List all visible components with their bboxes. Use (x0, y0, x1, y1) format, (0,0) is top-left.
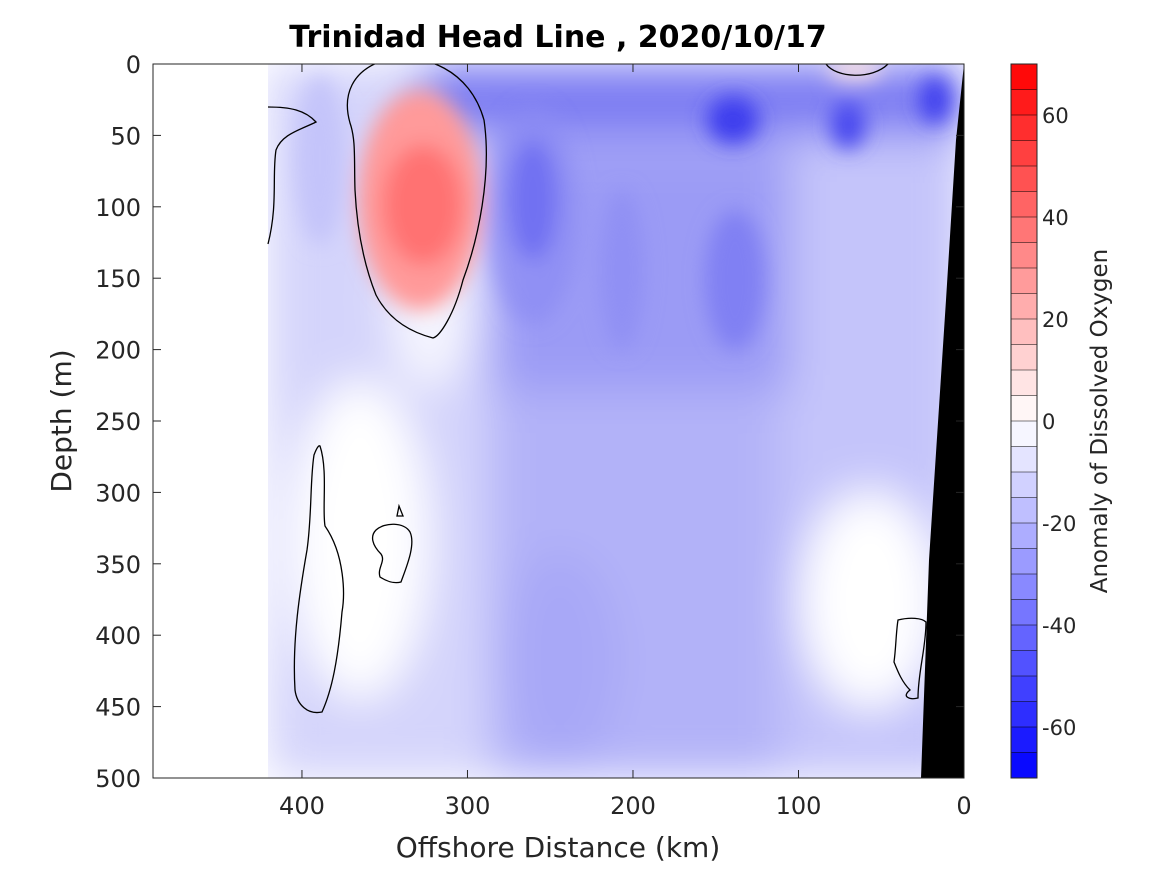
core-low-140 (707, 96, 759, 144)
deep-low-band (500, 550, 620, 770)
colorbar-swatch (1011, 752, 1037, 778)
colorbar-swatch (1011, 727, 1037, 753)
core-warm-330-center (383, 145, 463, 265)
core-low-20 (919, 76, 951, 124)
zero-contour-deep-west (293, 445, 345, 714)
y-tick-label: 200 (95, 337, 141, 365)
colorbar-swatch (1011, 293, 1037, 319)
colorbar-swatch (1011, 574, 1037, 600)
y-tick-label: 100 (95, 194, 141, 222)
zero-contour-surface-east (825, 64, 889, 76)
surface-warm-speck (827, 64, 883, 80)
colorbar-swatch (1011, 319, 1037, 345)
white-patch-deep-west (290, 380, 430, 700)
colorbar-frame (1010, 63, 1038, 779)
colorbar-tick-label: -20 (1042, 512, 1076, 536)
anomaly-field (153, 64, 964, 778)
chart-title: Trinidad Head Line , 2020/10/17 (289, 20, 826, 55)
zero-contour-warm-core (346, 64, 487, 339)
colorbar-tick-label: 40 (1042, 206, 1069, 230)
x-tick-label: 0 (956, 792, 971, 820)
y-tick-label: 400 (95, 622, 141, 650)
colorbar-swatch (1011, 701, 1037, 727)
colorbar-swatch (1011, 395, 1037, 421)
colorbar-tick-label: -40 (1042, 614, 1076, 638)
y-tick-label: 500 (95, 765, 141, 793)
colorbar-tick-label: 20 (1042, 308, 1069, 332)
colorbar-swatch (1011, 115, 1037, 141)
y-tick-label: 450 (95, 694, 141, 722)
colorbar-tick-label: 60 (1042, 104, 1069, 128)
x-axis-label: Offshore Distance (km) (396, 831, 721, 864)
colorbar-swatch (1011, 446, 1037, 472)
y-tick-label: 250 (95, 408, 141, 436)
colorbar-swatch (1011, 217, 1037, 243)
x-tick-label: 100 (776, 792, 822, 820)
x-tick-label: 400 (279, 792, 325, 820)
core-low-200 (600, 190, 644, 350)
colorbar-swatch (1011, 472, 1037, 498)
x-tick-label: 300 (445, 792, 491, 820)
y-tick-label: 150 (95, 265, 141, 293)
bathymetry (921, 64, 964, 778)
colorbar-swatch (1011, 625, 1037, 651)
surface-low-band (420, 64, 964, 134)
colorbar: 60 40 20 0 -20 -40 -60 (1010, 63, 1076, 779)
colorbar-swatch (1011, 548, 1037, 574)
colorbar-swatch (1011, 599, 1037, 625)
zero-contours (267, 64, 927, 714)
y-tick-label: 50 (110, 122, 141, 150)
no-data-region (153, 64, 268, 778)
colorbar-swatch (1011, 140, 1037, 166)
colorbar-swatch (1011, 64, 1037, 90)
colorbar-swatch (1011, 268, 1037, 294)
y-tick-label: 0 (126, 51, 141, 79)
colorbar-label: Anomaly of Dissolved Oxygen (1087, 249, 1113, 594)
core-low-130-deep (705, 210, 765, 350)
white-patch-east (800, 490, 940, 710)
y-axis-ticks: 0 50 100 150 200 250 300 350 400 450 500 (95, 51, 964, 793)
colorbar-swatch (1011, 166, 1037, 192)
core-low-70 (830, 101, 866, 149)
x-tick-label: 200 (610, 792, 656, 820)
colorbar-swatch (1011, 191, 1037, 217)
colorbar-swatch (1011, 676, 1037, 702)
zero-contour-speck (396, 503, 404, 517)
core-low-260-halo (488, 105, 578, 325)
colorbar-swatch (1011, 242, 1037, 268)
y-tick-label: 300 (95, 479, 141, 507)
zero-contour-deep-east (893, 617, 927, 700)
colorbar-swatch (1011, 344, 1037, 370)
colorbar-tick-label: 0 (1042, 410, 1055, 434)
colorbar-swatch (1011, 370, 1037, 396)
zero-contour-small-patch (371, 523, 413, 584)
colorbar-swatch (1011, 497, 1037, 523)
colorbar-swatch (1011, 89, 1037, 115)
colorbar-swatch (1011, 523, 1037, 549)
colorbar-swatch (1011, 650, 1037, 676)
core-west-pale (295, 75, 345, 245)
colorbar-tick-label: -60 (1042, 716, 1076, 740)
colorbar-swatch (1011, 421, 1037, 447)
y-axis-label: Depth (m) (45, 349, 78, 492)
y-tick-label: 350 (95, 551, 141, 579)
x-axis-ticks: 400 300 200 100 0 (279, 64, 972, 820)
zero-contour-surface-west (267, 106, 318, 245)
